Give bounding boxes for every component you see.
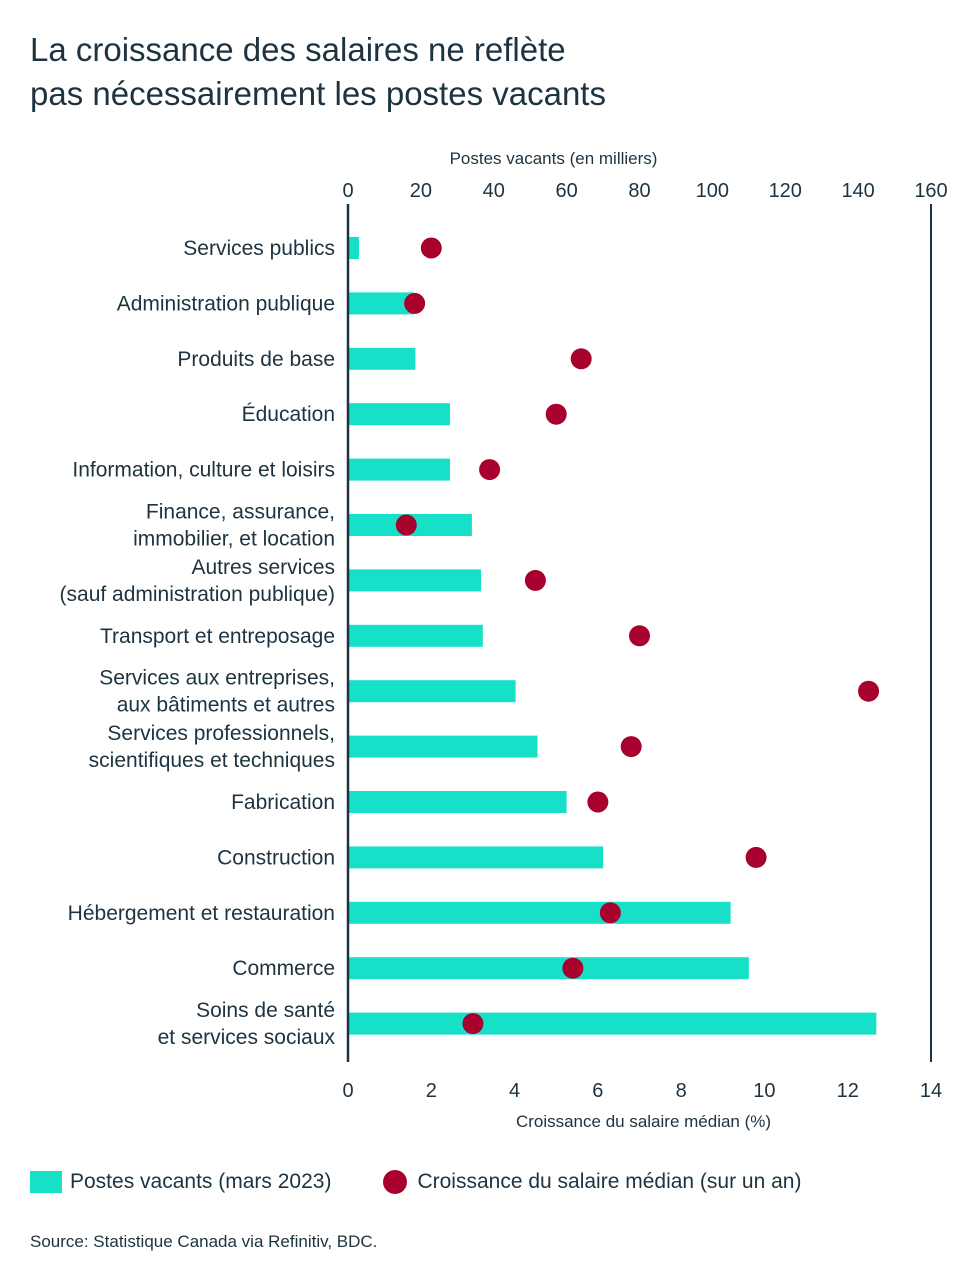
- chart-title-line-1: La croissance des salaires ne reflète: [30, 31, 566, 68]
- legend-label-dot: Croissance du salaire médian (sur un an): [417, 1170, 802, 1193]
- top-tick-label-7: 140: [841, 180, 874, 202]
- bottom-tick-label-7: 14: [920, 1080, 942, 1102]
- bar-1: [348, 292, 414, 315]
- category-label-8-line-0: Services aux entreprises,: [99, 667, 335, 690]
- category-label-10: Fabrication: [231, 791, 335, 814]
- category-label-2: Produits de base: [177, 348, 335, 371]
- dot-0: [420, 237, 442, 259]
- category-label-0: Services publics: [183, 237, 335, 260]
- category-label-14-line-0: Soins de santé: [196, 999, 335, 1022]
- top-tick-label-1: 20: [410, 180, 432, 202]
- bottom-tick-label-3: 6: [592, 1080, 603, 1102]
- legend-label-bar: Postes vacants (mars 2023): [70, 1170, 332, 1193]
- chart-title-line-2: pas nécessairement les postes vacants: [30, 75, 606, 112]
- dot-2: [570, 348, 592, 370]
- chart: Postes vacants (en milliers) Croissance d…: [60, 149, 948, 1131]
- dot-6: [524, 569, 546, 591]
- bar-3: [348, 403, 451, 426]
- dot-4: [479, 459, 501, 481]
- bottom-tick-label-1: 2: [426, 1080, 437, 1102]
- dot-14: [462, 1013, 484, 1035]
- legend-swatch-bar: [30, 1171, 62, 1193]
- top-tick-label-8: 160: [914, 180, 947, 202]
- top-tick-label-5: 100: [696, 180, 729, 202]
- category-label-7: Transport et entreposage: [100, 625, 335, 648]
- dot-1: [404, 292, 426, 314]
- category-label-14-line-1: et services sociaux: [158, 1026, 336, 1049]
- bar-13: [348, 957, 749, 980]
- dot-9: [620, 736, 642, 758]
- bar-12: [348, 901, 731, 924]
- dot-12: [599, 902, 621, 924]
- category-label-1: Administration publique: [117, 292, 335, 315]
- category-label-5-line-1: immobilier, et location: [133, 528, 335, 551]
- bar-2: [348, 347, 416, 370]
- bottom-axis-label: Croissance du salaire médian (%): [516, 1112, 771, 1131]
- dot-13: [562, 957, 584, 979]
- dot-8: [858, 680, 880, 702]
- category-label-6-line-1: (sauf administration publique): [60, 583, 335, 606]
- top-tick-label-3: 60: [556, 180, 578, 202]
- dot-5: [395, 514, 417, 536]
- bar-9: [348, 735, 538, 758]
- top-tick-label-0: 0: [342, 180, 353, 202]
- top-tick-label-4: 80: [628, 180, 650, 202]
- bar-8: [348, 680, 516, 703]
- bottom-tick-label-0: 0: [342, 1080, 353, 1102]
- chart-title: La croissance des salaires ne reflète pa…: [30, 28, 930, 116]
- top-tick-label-2: 40: [483, 180, 505, 202]
- bottom-tick-label-2: 4: [509, 1080, 520, 1102]
- bar-14: [348, 1012, 877, 1035]
- top-tick-label-6: 120: [769, 180, 802, 202]
- category-label-11: Construction: [217, 846, 335, 869]
- dot-11: [745, 846, 767, 868]
- bar-6: [348, 569, 481, 592]
- category-label-13: Commerce: [232, 957, 335, 980]
- bar-7: [348, 624, 483, 647]
- category-label-5-line-0: Finance, assurance,: [146, 501, 335, 524]
- bar-11: [348, 846, 604, 869]
- bottom-tick-label-6: 12: [837, 1080, 859, 1102]
- category-label-12: Hébergement et restauration: [68, 902, 335, 925]
- dot-3: [545, 403, 567, 425]
- legend: Postes vacants (mars 2023) Croissance du…: [30, 1164, 853, 1200]
- bottom-tick-label-4: 8: [676, 1080, 687, 1102]
- category-label-9-line-0: Services professionnels,: [107, 722, 335, 745]
- bottom-tick-label-5: 10: [753, 1080, 775, 1102]
- category-label-8-line-1: aux bâtiments et autres: [117, 694, 335, 717]
- dot-7: [629, 625, 650, 647]
- source-note: Source: Statistique Canada via Refinitiv…: [30, 1232, 378, 1251]
- category-label-9-line-1: scientifiques et techniques: [89, 749, 335, 772]
- legend-item-bar: Postes vacants (mars 2023): [30, 1170, 331, 1194]
- category-label-6-line-0: Autres services: [191, 556, 335, 579]
- bar-0: [348, 237, 359, 259]
- legend-item-dot: Croissance du salaire médian (sur un an): [383, 1170, 801, 1194]
- dot-10: [587, 791, 609, 813]
- legend-swatch-dot: [383, 1170, 408, 1194]
- category-label-3: Éducation: [242, 403, 335, 426]
- top-axis-label: Postes vacants (en milliers): [450, 149, 658, 168]
- category-label-4: Information, culture et loisirs: [72, 459, 335, 482]
- bar-4: [348, 458, 451, 481]
- bar-10: [348, 791, 567, 813]
